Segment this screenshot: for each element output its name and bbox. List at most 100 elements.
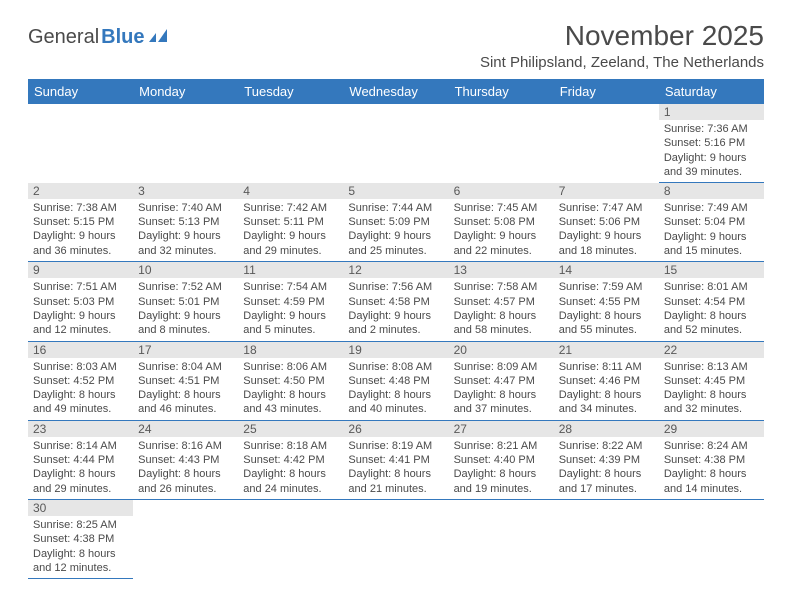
calendar-day-cell: 20Sunrise: 8:09 AMSunset: 4:47 PMDayligh… <box>449 341 554 420</box>
day-number: 12 <box>343 262 448 278</box>
calendar-day-cell: 29Sunrise: 8:24 AMSunset: 4:38 PMDayligh… <box>659 420 764 499</box>
day-number: 24 <box>133 421 238 437</box>
calendar-day-cell: 21Sunrise: 8:11 AMSunset: 4:46 PMDayligh… <box>554 341 659 420</box>
calendar-day-cell: 8Sunrise: 7:49 AMSunset: 5:04 PMDaylight… <box>659 183 764 262</box>
calendar-day-cell <box>133 104 238 183</box>
calendar-day-cell: 13Sunrise: 7:58 AMSunset: 4:57 PMDayligh… <box>449 262 554 341</box>
calendar-day-cell: 12Sunrise: 7:56 AMSunset: 4:58 PMDayligh… <box>343 262 448 341</box>
day-details: Sunrise: 8:19 AMSunset: 4:41 PMDaylight:… <box>343 437 448 499</box>
weekday-header-row: SundayMondayTuesdayWednesdayThursdayFrid… <box>28 79 764 104</box>
sail-icon <box>149 27 171 48</box>
calendar-day-cell: 18Sunrise: 8:06 AMSunset: 4:50 PMDayligh… <box>238 341 343 420</box>
day-details: Sunrise: 8:14 AMSunset: 4:44 PMDaylight:… <box>28 437 133 499</box>
calendar-day-cell <box>343 104 448 183</box>
calendar-day-cell: 24Sunrise: 8:16 AMSunset: 4:43 PMDayligh… <box>133 420 238 499</box>
day-details: Sunrise: 7:36 AMSunset: 5:16 PMDaylight:… <box>659 120 764 182</box>
calendar-week-row: 2Sunrise: 7:38 AMSunset: 5:15 PMDaylight… <box>28 183 764 262</box>
day-number: 16 <box>28 342 133 358</box>
calendar-week-row: 30Sunrise: 8:25 AMSunset: 4:38 PMDayligh… <box>28 499 764 578</box>
day-details: Sunrise: 8:01 AMSunset: 4:54 PMDaylight:… <box>659 278 764 340</box>
day-details: Sunrise: 7:58 AMSunset: 4:57 PMDaylight:… <box>449 278 554 340</box>
day-details: Sunrise: 7:38 AMSunset: 5:15 PMDaylight:… <box>28 199 133 261</box>
calendar-day-cell: 19Sunrise: 8:08 AMSunset: 4:48 PMDayligh… <box>343 341 448 420</box>
weekday-header: Tuesday <box>238 79 343 104</box>
day-details: Sunrise: 7:56 AMSunset: 4:58 PMDaylight:… <box>343 278 448 340</box>
day-number: 4 <box>238 183 343 199</box>
day-number: 30 <box>28 500 133 516</box>
calendar-day-cell: 5Sunrise: 7:44 AMSunset: 5:09 PMDaylight… <box>343 183 448 262</box>
weekday-header: Saturday <box>659 79 764 104</box>
day-details: Sunrise: 8:11 AMSunset: 4:46 PMDaylight:… <box>554 358 659 420</box>
day-details: Sunrise: 7:49 AMSunset: 5:04 PMDaylight:… <box>659 199 764 261</box>
day-number: 21 <box>554 342 659 358</box>
calendar-week-row: 1Sunrise: 7:36 AMSunset: 5:16 PMDaylight… <box>28 104 764 183</box>
day-details: Sunrise: 8:06 AMSunset: 4:50 PMDaylight:… <box>238 358 343 420</box>
logo-text-general: General <box>28 26 99 49</box>
day-number: 18 <box>238 342 343 358</box>
day-number: 5 <box>343 183 448 199</box>
day-details: Sunrise: 7:44 AMSunset: 5:09 PMDaylight:… <box>343 199 448 261</box>
day-number: 26 <box>343 421 448 437</box>
day-details: Sunrise: 7:45 AMSunset: 5:08 PMDaylight:… <box>449 199 554 261</box>
calendar-day-cell: 26Sunrise: 8:19 AMSunset: 4:41 PMDayligh… <box>343 420 448 499</box>
day-number: 29 <box>659 421 764 437</box>
calendar-day-cell: 30Sunrise: 8:25 AMSunset: 4:38 PMDayligh… <box>28 499 133 578</box>
logo-text-blue: Blue <box>101 26 144 49</box>
calendar-week-row: 9Sunrise: 7:51 AMSunset: 5:03 PMDaylight… <box>28 262 764 341</box>
calendar-day-cell: 11Sunrise: 7:54 AMSunset: 4:59 PMDayligh… <box>238 262 343 341</box>
calendar-day-cell: 6Sunrise: 7:45 AMSunset: 5:08 PMDaylight… <box>449 183 554 262</box>
day-number: 7 <box>554 183 659 199</box>
day-details: Sunrise: 7:52 AMSunset: 5:01 PMDaylight:… <box>133 278 238 340</box>
calendar-day-cell: 14Sunrise: 7:59 AMSunset: 4:55 PMDayligh… <box>554 262 659 341</box>
weekday-header: Wednesday <box>343 79 448 104</box>
weekday-header: Thursday <box>449 79 554 104</box>
calendar-day-cell: 25Sunrise: 8:18 AMSunset: 4:42 PMDayligh… <box>238 420 343 499</box>
calendar-day-cell: 4Sunrise: 7:42 AMSunset: 5:11 PMDaylight… <box>238 183 343 262</box>
calendar-day-cell: 1Sunrise: 7:36 AMSunset: 5:16 PMDaylight… <box>659 104 764 183</box>
calendar-day-cell <box>659 499 764 578</box>
day-number: 14 <box>554 262 659 278</box>
day-details: Sunrise: 8:16 AMSunset: 4:43 PMDaylight:… <box>133 437 238 499</box>
calendar-week-row: 23Sunrise: 8:14 AMSunset: 4:44 PMDayligh… <box>28 420 764 499</box>
calendar-day-cell: 3Sunrise: 7:40 AMSunset: 5:13 PMDaylight… <box>133 183 238 262</box>
weekday-header: Monday <box>133 79 238 104</box>
month-title: November 2025 <box>480 20 764 52</box>
calendar-day-cell <box>449 104 554 183</box>
calendar-day-cell: 2Sunrise: 7:38 AMSunset: 5:15 PMDaylight… <box>28 183 133 262</box>
calendar-day-cell <box>133 499 238 578</box>
calendar-day-cell <box>554 499 659 578</box>
title-block: November 2025 Sint Philipsland, Zeeland,… <box>480 20 764 71</box>
calendar-day-cell: 22Sunrise: 8:13 AMSunset: 4:45 PMDayligh… <box>659 341 764 420</box>
calendar-day-cell <box>238 499 343 578</box>
calendar-table: SundayMondayTuesdayWednesdayThursdayFrid… <box>28 79 764 579</box>
calendar-day-cell: 17Sunrise: 8:04 AMSunset: 4:51 PMDayligh… <box>133 341 238 420</box>
day-details: Sunrise: 8:13 AMSunset: 4:45 PMDaylight:… <box>659 358 764 420</box>
calendar-day-cell: 7Sunrise: 7:47 AMSunset: 5:06 PMDaylight… <box>554 183 659 262</box>
day-number: 17 <box>133 342 238 358</box>
header: GeneralBlue November 2025 Sint Philipsla… <box>28 20 764 71</box>
day-details: Sunrise: 8:09 AMSunset: 4:47 PMDaylight:… <box>449 358 554 420</box>
day-number: 8 <box>659 183 764 199</box>
weekday-header: Sunday <box>28 79 133 104</box>
calendar-day-cell: 15Sunrise: 8:01 AMSunset: 4:54 PMDayligh… <box>659 262 764 341</box>
day-details: Sunrise: 8:08 AMSunset: 4:48 PMDaylight:… <box>343 358 448 420</box>
day-details: Sunrise: 8:22 AMSunset: 4:39 PMDaylight:… <box>554 437 659 499</box>
calendar-day-cell: 28Sunrise: 8:22 AMSunset: 4:39 PMDayligh… <box>554 420 659 499</box>
day-number: 9 <box>28 262 133 278</box>
day-number: 28 <box>554 421 659 437</box>
day-details: Sunrise: 7:59 AMSunset: 4:55 PMDaylight:… <box>554 278 659 340</box>
day-number: 23 <box>28 421 133 437</box>
day-details: Sunrise: 7:51 AMSunset: 5:03 PMDaylight:… <box>28 278 133 340</box>
day-details: Sunrise: 7:54 AMSunset: 4:59 PMDaylight:… <box>238 278 343 340</box>
day-number: 10 <box>133 262 238 278</box>
day-number: 2 <box>28 183 133 199</box>
calendar-day-cell <box>554 104 659 183</box>
day-details: Sunrise: 8:24 AMSunset: 4:38 PMDaylight:… <box>659 437 764 499</box>
day-details: Sunrise: 7:47 AMSunset: 5:06 PMDaylight:… <box>554 199 659 261</box>
day-number: 6 <box>449 183 554 199</box>
day-number: 15 <box>659 262 764 278</box>
day-number: 13 <box>449 262 554 278</box>
weekday-header: Friday <box>554 79 659 104</box>
day-details: Sunrise: 8:18 AMSunset: 4:42 PMDaylight:… <box>238 437 343 499</box>
calendar-week-row: 16Sunrise: 8:03 AMSunset: 4:52 PMDayligh… <box>28 341 764 420</box>
